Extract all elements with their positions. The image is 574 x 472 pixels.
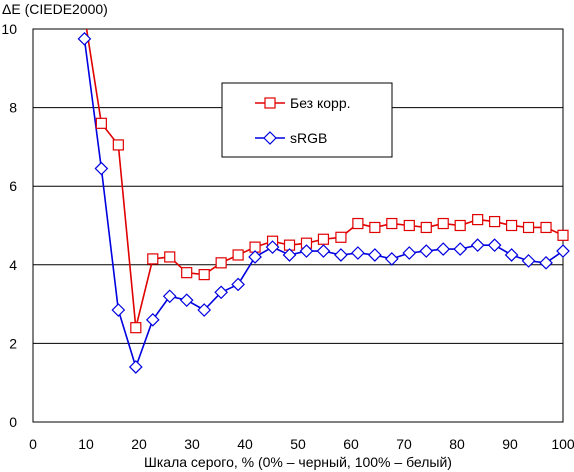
marker-srgb	[145, 312, 160, 327]
x-tick-label: 80	[449, 436, 465, 452]
marker-srgb	[351, 246, 365, 260]
marker-srgb	[94, 161, 109, 176]
y-tick-labels: 0 2 4 6 8 10	[1, 21, 17, 430]
x-tick-labels: 0 10 20 30 40 50 60 70 80 90 100	[29, 436, 574, 452]
marker-bez-korr	[437, 217, 449, 230]
marker-srgb	[299, 244, 314, 258]
marker-srgb	[282, 248, 297, 262]
x-tick-label: 40	[237, 436, 253, 452]
marker-srgb	[334, 248, 348, 262]
marker-srgb	[470, 238, 485, 252]
marker-bez-korr	[472, 214, 484, 226]
x-axis-title: Шкала серого, % (0% – черный, 100% – бел…	[144, 454, 452, 470]
x-tick-label: 20	[131, 436, 147, 452]
legend: Без корр. sRGB	[221, 82, 393, 158]
marker-srgb	[436, 242, 451, 256]
marker-bez-korr	[386, 217, 398, 230]
legend-label-bez-korr: Без корр.	[290, 95, 351, 111]
marker-bez-korr	[232, 249, 244, 261]
marker-srgb	[316, 244, 331, 258]
marker-bez-korr	[147, 253, 159, 265]
x-tick-label: 10	[78, 436, 94, 452]
marker-bez-korr	[215, 257, 227, 269]
x-tick-label: 100	[551, 436, 574, 452]
marker-bez-korr	[557, 229, 569, 241]
marker-srgb	[111, 303, 126, 317]
marker-bez-korr	[198, 269, 210, 281]
x-tick-label: 30	[184, 436, 200, 452]
marker-bez-korr	[454, 219, 466, 232]
marker-srgb	[231, 277, 245, 292]
marker-srgb	[128, 360, 143, 374]
marker-bez-korr	[335, 231, 347, 243]
y-tick-label: 2	[9, 335, 17, 351]
marker-bez-korr	[403, 219, 415, 232]
y-axis-title: ΔE (CIEDE2000)	[2, 1, 108, 17]
marker-bez-korr	[181, 267, 193, 279]
markers-group	[77, 31, 570, 374]
marker-srgb	[248, 250, 262, 264]
y-tick-label: 4	[9, 257, 17, 273]
marker-bez-korr	[505, 219, 518, 232]
marker-srgb	[214, 285, 228, 300]
marker-srgb	[384, 252, 399, 266]
marker-bez-korr	[95, 117, 107, 129]
marker-srgb	[504, 248, 519, 262]
y-tick-label: 10	[1, 21, 17, 37]
marker-bez-korr	[164, 251, 176, 263]
marker-srgb	[419, 244, 434, 258]
marker-bez-korr	[420, 221, 432, 234]
marker-srgb	[556, 244, 570, 258]
x-tick-label: 70	[396, 436, 412, 452]
marker-srgb	[265, 240, 280, 254]
marker-bez-korr	[369, 221, 381, 234]
marker-srgb	[197, 303, 212, 317]
y-tick-label: 8	[9, 100, 17, 116]
marker-bez-korr	[130, 322, 142, 334]
marker-srgb	[77, 31, 92, 46]
marker-srgb	[487, 238, 502, 252]
legend-marker-bez-korr	[264, 97, 276, 109]
marker-srgb	[453, 242, 468, 256]
y-tick-label: 0	[9, 414, 17, 430]
x-tick-label: 60	[343, 436, 359, 452]
marker-srgb	[162, 289, 177, 304]
marker-bez-korr	[540, 221, 552, 234]
marker-bez-korr	[352, 217, 364, 230]
marker-srgb	[402, 246, 417, 260]
x-tick-label: 90	[502, 436, 518, 452]
marker-srgb	[179, 293, 194, 308]
marker-bez-korr	[522, 221, 535, 234]
marker-bez-korr	[317, 233, 330, 245]
marker-bez-korr	[112, 139, 124, 151]
legend-marker-srgb	[263, 131, 277, 145]
legend-box	[221, 82, 393, 158]
legend-label-srgb: sRGB	[290, 130, 327, 146]
y-tick-label: 6	[9, 178, 17, 194]
marker-srgb	[368, 248, 382, 262]
marker-srgb	[521, 254, 536, 268]
x-tick-label: 50	[290, 436, 306, 452]
marker-bez-korr	[489, 215, 501, 228]
x-tick-label: 0	[29, 436, 37, 452]
marker-srgb	[539, 255, 553, 270]
